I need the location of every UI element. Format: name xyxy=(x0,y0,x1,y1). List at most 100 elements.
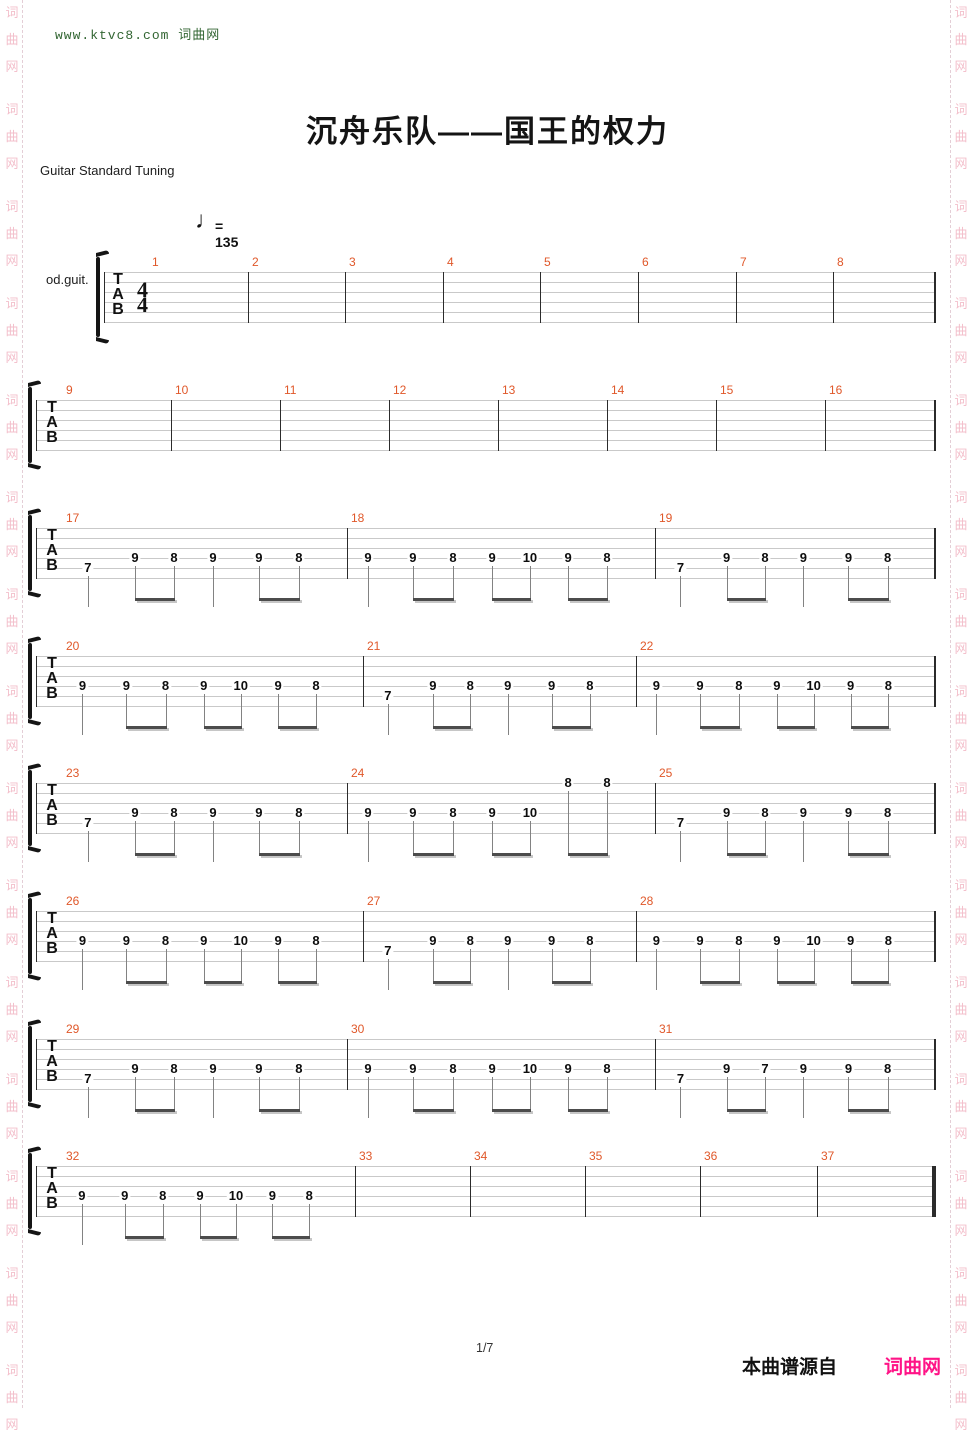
beam xyxy=(568,1109,608,1112)
watermark-char: 词 xyxy=(954,878,968,893)
watermark-char: 词 xyxy=(5,975,19,990)
beam xyxy=(492,598,531,601)
tab-clef-letter: A xyxy=(46,542,58,559)
tab-note: 7 xyxy=(759,1061,771,1076)
watermark-char: 曲 xyxy=(954,1390,968,1405)
note-stem xyxy=(367,1077,369,1118)
staff-start-line xyxy=(36,656,37,707)
staff-line xyxy=(36,420,935,421)
watermark-char: 词 xyxy=(5,393,19,408)
watermark-char: 曲 xyxy=(5,808,19,823)
staff-line xyxy=(104,282,935,283)
staff-row: T A B 4 4 od.guit. 1 2 3 4 5 6 7 8 xyxy=(0,255,975,364)
staff-end-barline xyxy=(934,656,936,707)
tab-clef-letter: T xyxy=(47,655,57,672)
beam xyxy=(699,981,740,984)
watermark-char: 网 xyxy=(5,544,19,559)
tab-note: 9 xyxy=(198,678,210,693)
staff-line xyxy=(36,911,935,912)
watermark-char: 网 xyxy=(5,156,19,171)
tab-note: 7 xyxy=(674,815,687,830)
footer-site-link[interactable]: 词曲网 xyxy=(884,1357,942,1378)
note-stem xyxy=(568,566,570,598)
watermark-char: 词 xyxy=(954,393,968,408)
note-stem xyxy=(887,821,889,853)
beam xyxy=(850,981,890,984)
barline xyxy=(825,400,826,451)
watermark-char: 网 xyxy=(954,1320,968,1335)
staff-bracket xyxy=(28,515,32,591)
watermark-char: 网 xyxy=(954,544,968,559)
beam xyxy=(699,726,740,729)
watermark-char: 曲 xyxy=(954,129,968,144)
staff-line xyxy=(36,813,935,814)
note-stem xyxy=(507,694,509,735)
beam xyxy=(203,981,242,984)
tab-note: 8 xyxy=(293,550,305,565)
note-stem xyxy=(203,694,205,726)
staff-row: T A B 20 9 9 8 9 10 9 8 21 7 9 8 9 9 8 22 9 9 8 9 10 9 8 xyxy=(0,639,975,748)
watermark-char: 词 xyxy=(954,975,968,990)
watermark-char: 曲 xyxy=(954,614,968,629)
tab-note: 9 xyxy=(546,933,558,948)
staff-line xyxy=(36,803,935,804)
beam xyxy=(848,1109,889,1112)
staff-line xyxy=(36,656,935,657)
tab-note: 10 xyxy=(520,550,540,565)
note-stem xyxy=(726,1077,728,1109)
staff-row: T A B 17 7 9 8 9 9 8 18 9 9 8 9 10 9 8 19 7 9 8 9 9 8 xyxy=(0,511,975,620)
staff-start-line xyxy=(36,400,37,451)
staff-row: T A B 9 10 11 12 13 14 15 16 xyxy=(0,383,975,492)
staff-line xyxy=(36,440,935,441)
tab-note: 10 xyxy=(226,1188,246,1203)
note-stem xyxy=(765,821,767,853)
note-stem xyxy=(203,949,205,981)
watermark-char: 词 xyxy=(5,1072,19,1087)
right-border-dashed-line xyxy=(950,0,951,1408)
watermark-char: 网 xyxy=(954,447,968,462)
note-stem xyxy=(412,821,414,853)
note-stem xyxy=(887,566,889,598)
tab-note: 10 xyxy=(520,805,540,820)
watermark-char: 词 xyxy=(954,1266,968,1281)
staff-line xyxy=(36,1206,935,1207)
tab-note: 10 xyxy=(231,678,251,693)
note-stem xyxy=(387,959,389,990)
barline xyxy=(585,1166,586,1217)
note-stem xyxy=(738,949,740,981)
tab-note: 7 xyxy=(674,560,687,575)
barline xyxy=(833,272,834,323)
note-stem xyxy=(529,566,531,598)
site-url[interactable]: www.ktvc8.com 词曲网 xyxy=(55,28,221,43)
note-stem xyxy=(803,821,805,862)
tab-note: 10 xyxy=(520,1061,540,1076)
barline xyxy=(498,400,499,451)
watermark-char: 网 xyxy=(5,1417,19,1432)
watermark-char: 网 xyxy=(5,350,19,365)
barline xyxy=(347,528,348,579)
staff-line xyxy=(36,951,935,952)
watermark-char: 词 xyxy=(954,1169,968,1184)
measure-number: 5 xyxy=(544,255,551,269)
tab-note: 8 xyxy=(601,775,613,790)
tab-note: 9 xyxy=(845,933,857,948)
tempo-value: = 135 xyxy=(215,218,239,250)
beam xyxy=(134,1109,175,1112)
staff-row: T A B 32 9 9 8 9 10 9 8 33 34 35 36 37 xyxy=(0,1149,975,1258)
barline xyxy=(540,272,541,323)
watermark-char: 词 xyxy=(954,102,968,117)
note-stem xyxy=(680,1087,682,1118)
note-stem xyxy=(680,831,682,862)
watermark-char: 曲 xyxy=(5,711,19,726)
watermark-char: 曲 xyxy=(5,1002,19,1017)
note-stem xyxy=(298,566,300,598)
tab-note: 9 xyxy=(721,1061,733,1076)
staff-line xyxy=(36,1059,935,1060)
staff-end-barline xyxy=(934,783,936,834)
tab-clef-letter: A xyxy=(46,797,58,814)
staff-line xyxy=(36,823,935,824)
staff-line xyxy=(36,921,935,922)
measure-number: 22 xyxy=(640,639,654,653)
staff-line xyxy=(36,1216,935,1217)
note-stem xyxy=(470,694,472,726)
